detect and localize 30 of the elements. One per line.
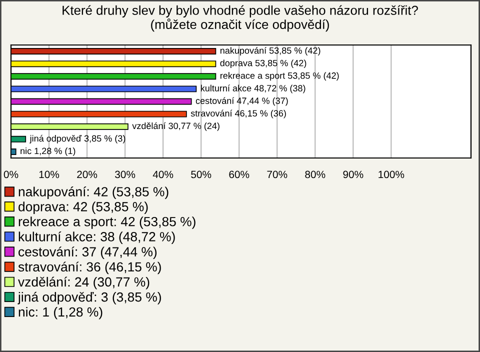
x-tick-label: 80% xyxy=(305,170,326,178)
data-label: nakupování 53,85 % (42) xyxy=(220,47,320,56)
data-label: vzdělání 30,77 % (24) xyxy=(132,122,220,131)
data-label: rekreace a sport 53,85 % (42) xyxy=(220,72,339,81)
data-label: jiná odpověď 3,85 % (3) xyxy=(30,134,126,144)
legend-label: jiná odpověď: 3 (3,85 %) xyxy=(18,292,161,304)
chart-title: Které druhy slev by bylo vhodné podle vašeho názoru rozšířit? (můžete označit více odpovědí) xyxy=(62,5,418,32)
data-label: cestování 47,44 % (37) xyxy=(196,97,288,106)
data-label: kulturní akce 48,72 % (38) xyxy=(200,84,306,94)
x-tick-label: 60% xyxy=(229,170,250,178)
x-tick-label: 10% xyxy=(39,170,60,178)
legend-label: vzdělání: 24 (30,77 %) xyxy=(18,276,150,290)
legend-label: rekreace a sport: 42 (53,85 %) xyxy=(18,216,196,229)
legend-label: doprava: 42 (53,85 %) xyxy=(18,202,148,214)
data-label: nic 1,28 % (1) xyxy=(20,148,76,156)
data-label: doprava 53,85 % (42) xyxy=(220,60,306,68)
legend-label: kulturní akce: 38 (48,72 %) xyxy=(18,232,175,244)
legend-label: nakupování: 42 (53,85 %) xyxy=(18,186,168,200)
x-tick-label: 50% xyxy=(191,170,212,178)
legend-label: nic: 1 (1,28 %) xyxy=(18,306,102,320)
legend-label: stravování: 36 (46,15 %) xyxy=(18,262,161,274)
x-tick-label: 70% xyxy=(267,170,288,178)
x-tick-label: 100% xyxy=(378,170,404,178)
legend-label: cestování: 37 (47,44 %) xyxy=(18,246,157,260)
x-tick-label: 20% xyxy=(77,170,98,178)
data-label: stravování 46,15 % (36) xyxy=(190,110,286,118)
x-tick-label: 0% xyxy=(4,170,18,178)
x-tick-label: 30% xyxy=(115,170,136,178)
x-tick-label: 40% xyxy=(152,170,174,178)
x-tick-label: 90% xyxy=(343,170,364,178)
